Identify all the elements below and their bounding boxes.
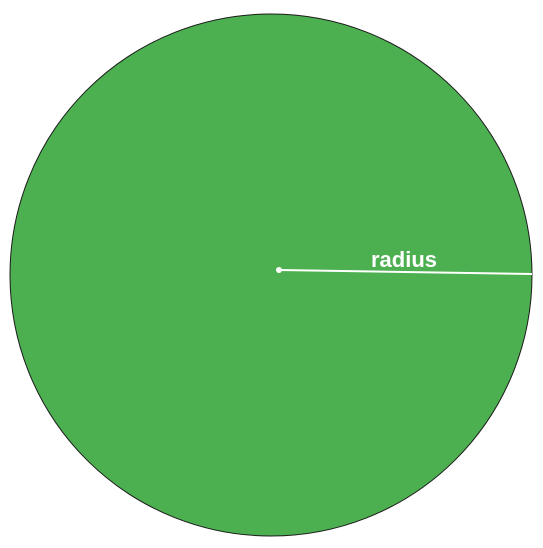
radius-line: [278, 269, 533, 275]
circle-shape: [9, 13, 533, 537]
center-point: [276, 267, 282, 273]
radius-label: radius: [371, 247, 437, 272]
